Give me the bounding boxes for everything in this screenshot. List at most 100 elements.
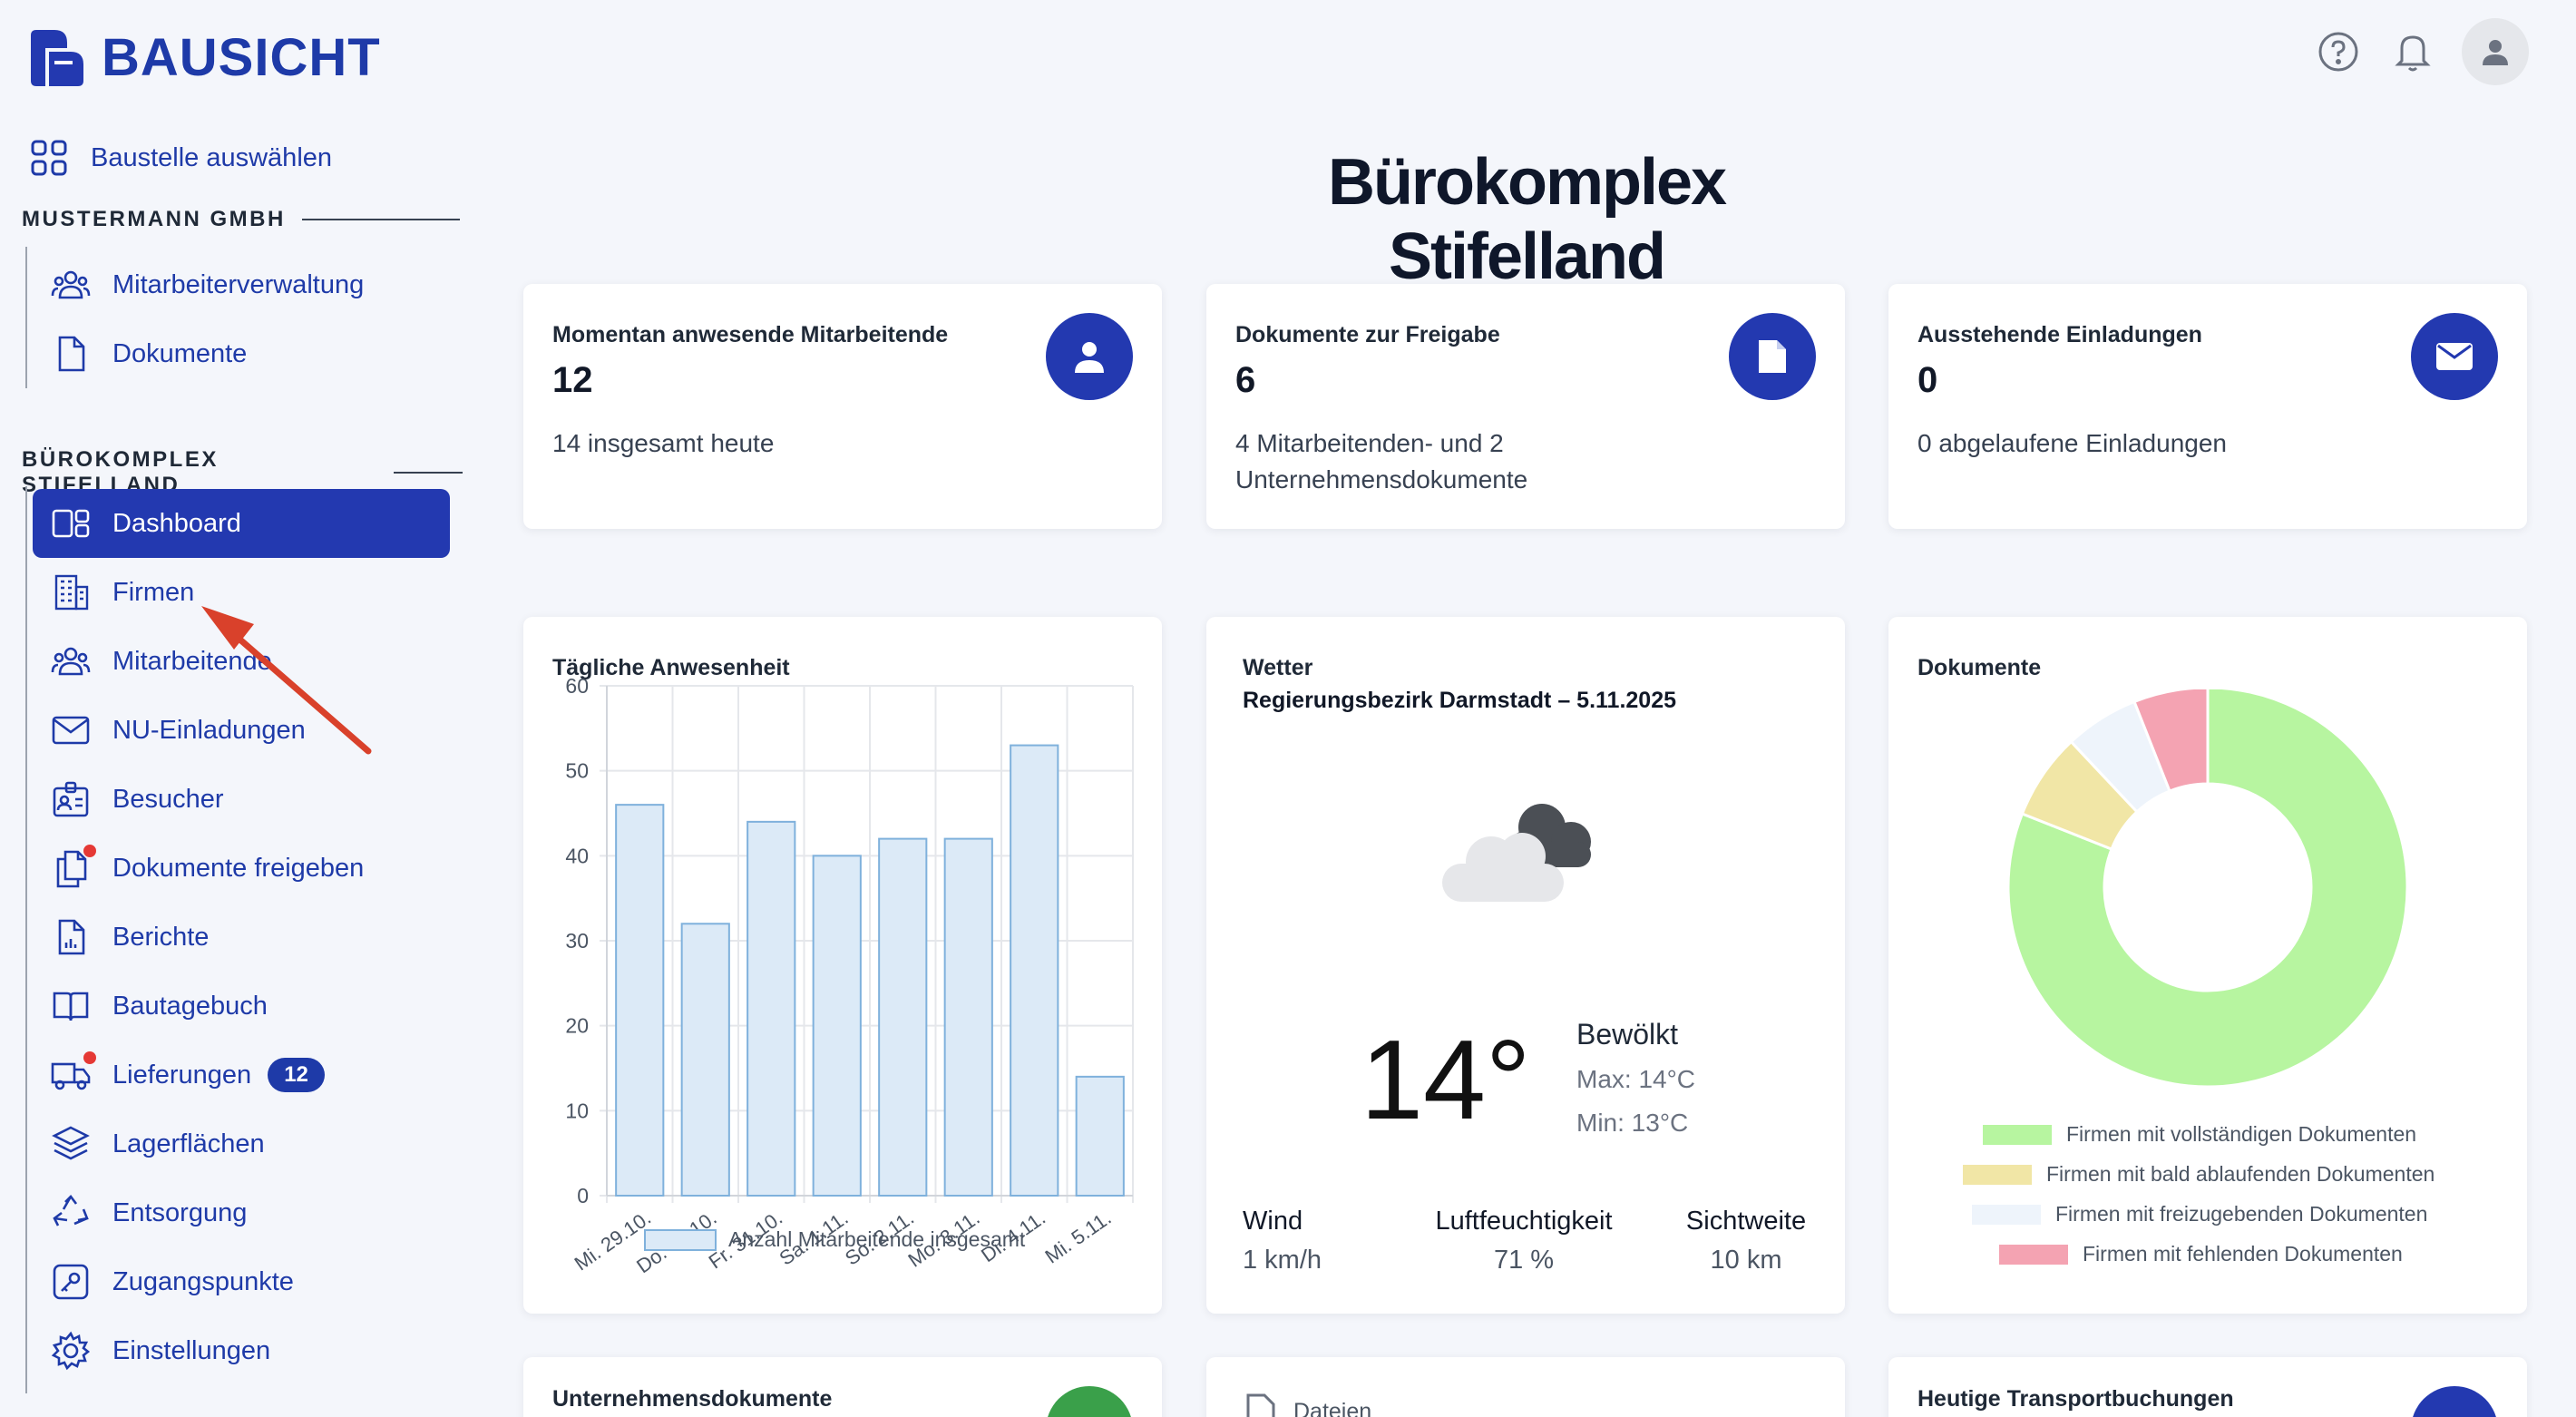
truck-icon — [49, 1051, 96, 1097]
notification-dot — [83, 845, 96, 857]
y-tick-label: 30 — [565, 929, 589, 953]
brand-logo[interactable]: BAUSICHT — [27, 27, 381, 88]
stat-title: Momentan anwesende Mitarbeitende — [552, 322, 949, 347]
sidebar-item-sub-invitations[interactable]: NU-Einladungen — [49, 696, 306, 765]
legend-label: Firmen mit vollständigen Dokumenten — [2066, 1122, 2417, 1146]
documents-doughnut-chart — [2006, 689, 2409, 1089]
sidebar-item-construction-diary[interactable]: Bautagebuch — [49, 972, 268, 1041]
book-icon — [49, 984, 93, 1028]
help-icon[interactable] — [2313, 26, 2364, 77]
sidebar-item-employees[interactable]: Mitarbeitende — [49, 627, 272, 696]
avatar[interactable] — [2462, 18, 2529, 85]
legend-swatch — [1972, 1204, 2041, 1225]
sidebar-item-company-documents[interactable]: Dokumente — [49, 319, 247, 388]
sidebar-item-reports[interactable]: Berichte — [49, 903, 209, 972]
attendance-chart-card: Tägliche Anwesenheit 0 10 20 30 40 50 60 Mi. 29… — [523, 617, 1162, 1314]
user-icon — [2483, 40, 2508, 65]
card-title: Heutige Transportbuchungen — [1917, 1386, 2234, 1412]
sidebar-item-storage-areas[interactable]: Lagerflächen — [49, 1109, 265, 1178]
weather-temperature: 14° — [1361, 1018, 1531, 1143]
sidebar-item-disposal[interactable]: Entsorgung — [49, 1178, 247, 1247]
y-tick-label: 40 — [565, 844, 589, 867]
recycle-icon — [49, 1191, 93, 1235]
weather-max: Max: 14°C — [1576, 1065, 1696, 1093]
stat-subtext: 0 abgelaufene Einladungen — [1917, 429, 2227, 457]
building-icon — [49, 571, 93, 614]
sidebar: BAUSICHT Baustelle auswählen MUSTERMANN … — [0, 0, 463, 1417]
sidebar-item-label: Dokumente freigeben — [112, 853, 365, 883]
bell-icon[interactable] — [2387, 26, 2438, 77]
legend-label: Anzahl Mitarbeitende insgesamt — [728, 1227, 1026, 1251]
select-site-button[interactable]: Baustelle auswählen — [27, 123, 332, 192]
legend-swatch — [644, 1229, 717, 1251]
weather-condition: Bewölkt — [1576, 1018, 1679, 1051]
layers-icon — [49, 1122, 93, 1166]
stat-card-present-employees[interactable]: Momentan anwesende Mitarbeitende 12 14 i… — [523, 284, 1162, 529]
sidebar-item-settings[interactable]: Einstellungen — [49, 1316, 270, 1385]
document-icon — [49, 332, 93, 376]
card-title: Unternehmensdokumente — [552, 1386, 833, 1412]
stat-title: Ausstehende Einladungen — [1917, 322, 2202, 347]
doughnut-slice[interactable] — [2006, 689, 2409, 1089]
company-documents-card[interactable]: Unternehmensdokumente — [523, 1357, 1162, 1417]
sidebar-item-label: Zugangspunkte — [112, 1266, 294, 1296]
files-card[interactable]: Dateien — [1206, 1357, 1845, 1417]
sidebar-item-label: Mitarbeitende — [112, 646, 272, 676]
bar — [878, 837, 928, 1197]
bar — [943, 837, 993, 1197]
documents-approve-icon — [49, 845, 96, 890]
sidebar-item-label: Dokumente — [112, 338, 248, 368]
sidebar-item-employee-management[interactable]: Mitarbeiterverwaltung — [49, 250, 364, 319]
company-tree-line — [25, 247, 27, 388]
site-tree-line — [25, 486, 27, 1393]
legend-item[interactable]: Firmen mit freizugebenden Dokumenten — [1972, 1202, 2427, 1226]
sidebar-item-label: Entsorgung — [112, 1197, 248, 1227]
sidebar-item-label: NU-Einladungen — [112, 715, 306, 745]
stat-card-pending-invitations[interactable]: Ausstehende Einladungen 0 0 abgelaufene … — [1888, 284, 2527, 529]
chart-title: Tägliche Anwesenheit — [552, 655, 790, 680]
gear-icon — [49, 1329, 93, 1373]
bar — [680, 923, 730, 1197]
document-status-icon — [1046, 1386, 1133, 1417]
sidebar-item-dashboard[interactable]: Dashboard — [33, 489, 450, 558]
sidebar-item-approve-documents[interactable]: Dokumente freigeben — [49, 834, 364, 903]
sidebar-item-companies[interactable]: Firmen — [49, 558, 194, 627]
brand-name: BAUSICHT — [102, 28, 381, 87]
site-section-header: BÜROKOMPLEX STIFELLAND — [22, 447, 463, 498]
section-divider — [301, 219, 460, 220]
y-tick-label: 60 — [565, 674, 589, 698]
sidebar-item-label: Einstellungen — [112, 1335, 271, 1365]
sidebar-item-deliveries[interactable]: Lieferungen 12 — [49, 1041, 325, 1109]
stat-value: 12 — [552, 360, 593, 400]
sidebar-item-visitors[interactable]: Besucher — [49, 765, 224, 834]
legend-item[interactable]: Firmen mit fehlenden Dokumenten — [1999, 1242, 2403, 1266]
doughnut-slice[interactable] — [2132, 689, 2210, 793]
deliveries-count-badge: 12 — [268, 1058, 325, 1092]
humidity-label: Luftfeuchtigkeit — [1435, 1207, 1613, 1236]
legend-item[interactable]: Firmen mit vollständigen Dokumenten — [1983, 1122, 2416, 1147]
stat-title: Dokumente zur Freigabe — [1235, 322, 1500, 347]
report-icon — [49, 915, 93, 959]
y-tick-label: 20 — [565, 1014, 589, 1038]
y-tick-label: 0 — [577, 1184, 589, 1207]
y-tick-label: 10 — [565, 1099, 589, 1122]
users-icon — [49, 640, 93, 683]
bar — [812, 855, 862, 1197]
weather-humidity: Luftfeuchtigkeit 71 % — [1406, 1207, 1642, 1275]
envelope-icon — [49, 708, 93, 752]
stat-value: 6 — [1235, 360, 1256, 400]
weather-title: Wetter — [1243, 655, 1313, 680]
weather-min: Min: 13°C — [1576, 1109, 1689, 1137]
transport-bookings-card[interactable]: Heutige Transportbuchungen — [1888, 1357, 2527, 1417]
truck-icon — [2411, 1386, 2498, 1417]
sidebar-item-label: Berichte — [112, 922, 210, 952]
file-icon — [1729, 313, 1816, 400]
stat-card-documents-approval[interactable]: Dokumente zur Freigabe 6 4 Mitarbeitende… — [1206, 284, 1845, 529]
legend-item[interactable]: Firmen mit bald ablaufenden Dokumenten — [1963, 1162, 2435, 1187]
document-icon — [1246, 1393, 1275, 1417]
bar — [746, 820, 796, 1197]
wind-value: 1 km/h — [1243, 1246, 1322, 1275]
visibility-value: 10 km — [1710, 1246, 1782, 1275]
cloudy-weather-icon — [1442, 804, 1591, 902]
sidebar-item-access-points[interactable]: Zugangspunkte — [49, 1247, 294, 1316]
